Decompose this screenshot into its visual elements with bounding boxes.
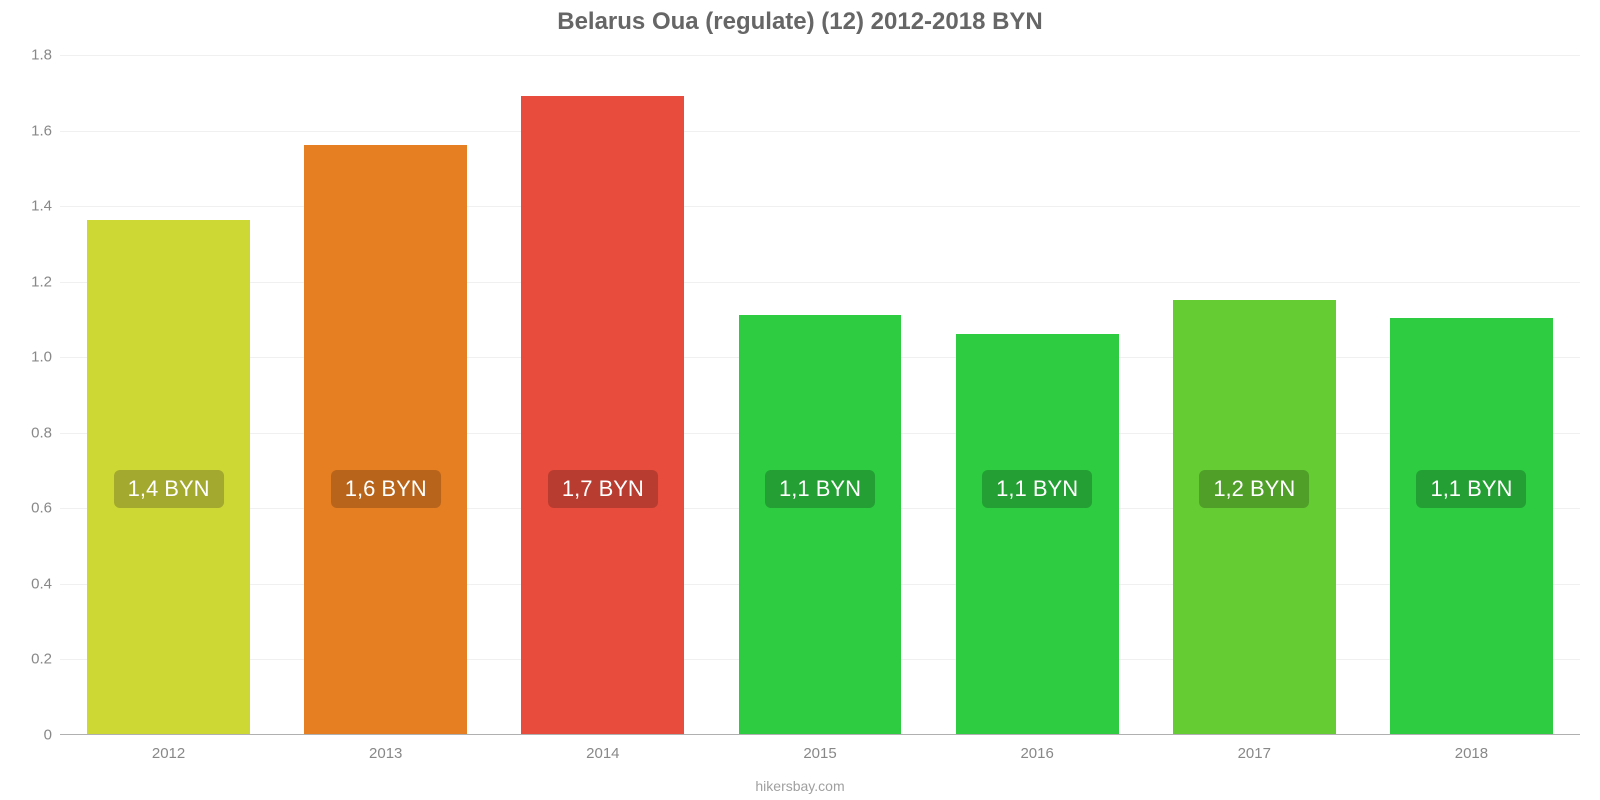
bar-value-label: 1,1 BYN — [765, 470, 875, 508]
y-axis-tick: 1.4 — [10, 198, 52, 215]
y-axis-tick: 1.2 — [10, 273, 52, 290]
y-axis-tick: 0.6 — [10, 500, 52, 517]
y-axis-tick: 1.8 — [10, 47, 52, 64]
x-axis-tick: 2012 — [152, 745, 185, 762]
bar — [1390, 318, 1553, 734]
gridline — [60, 55, 1580, 56]
x-axis-tick: 2014 — [586, 745, 619, 762]
bar-value-label: 1,2 BYN — [1199, 470, 1309, 508]
gridline — [60, 131, 1580, 132]
x-axis-tick: 2013 — [369, 745, 402, 762]
bar — [1173, 300, 1336, 734]
x-axis-tick: 2018 — [1455, 745, 1488, 762]
y-axis-tick: 0.2 — [10, 651, 52, 668]
bar-value-label: 1,7 BYN — [548, 470, 658, 508]
bar-value-label: 1,6 BYN — [331, 470, 441, 508]
x-axis-tick: 2015 — [803, 745, 836, 762]
bar — [739, 315, 902, 734]
chart-container: Belarus Oua (regulate) (12) 2012-2018 BY… — [0, 0, 1600, 800]
bar — [521, 96, 684, 734]
plot-area: 00.20.40.60.81.01.21.41.61.81,4 BYN20121… — [60, 55, 1580, 735]
bar-value-label: 1,4 BYN — [114, 470, 224, 508]
y-axis-tick: 0.4 — [10, 575, 52, 592]
bar-value-label: 1,1 BYN — [982, 470, 1092, 508]
chart-footer: hikersbay.com — [0, 778, 1600, 794]
y-axis-tick: 1.0 — [10, 349, 52, 366]
bar — [956, 334, 1119, 734]
gridline — [60, 206, 1580, 207]
bar — [304, 145, 467, 734]
chart-title: Belarus Oua (regulate) (12) 2012-2018 BY… — [0, 8, 1600, 36]
x-axis-tick: 2016 — [1020, 745, 1053, 762]
y-axis-tick: 1.6 — [10, 122, 52, 139]
y-axis-tick: 0 — [10, 727, 52, 744]
y-axis-tick: 0.8 — [10, 424, 52, 441]
x-axis-tick: 2017 — [1238, 745, 1271, 762]
bar-value-label: 1,1 BYN — [1416, 470, 1526, 508]
gridline — [60, 282, 1580, 283]
